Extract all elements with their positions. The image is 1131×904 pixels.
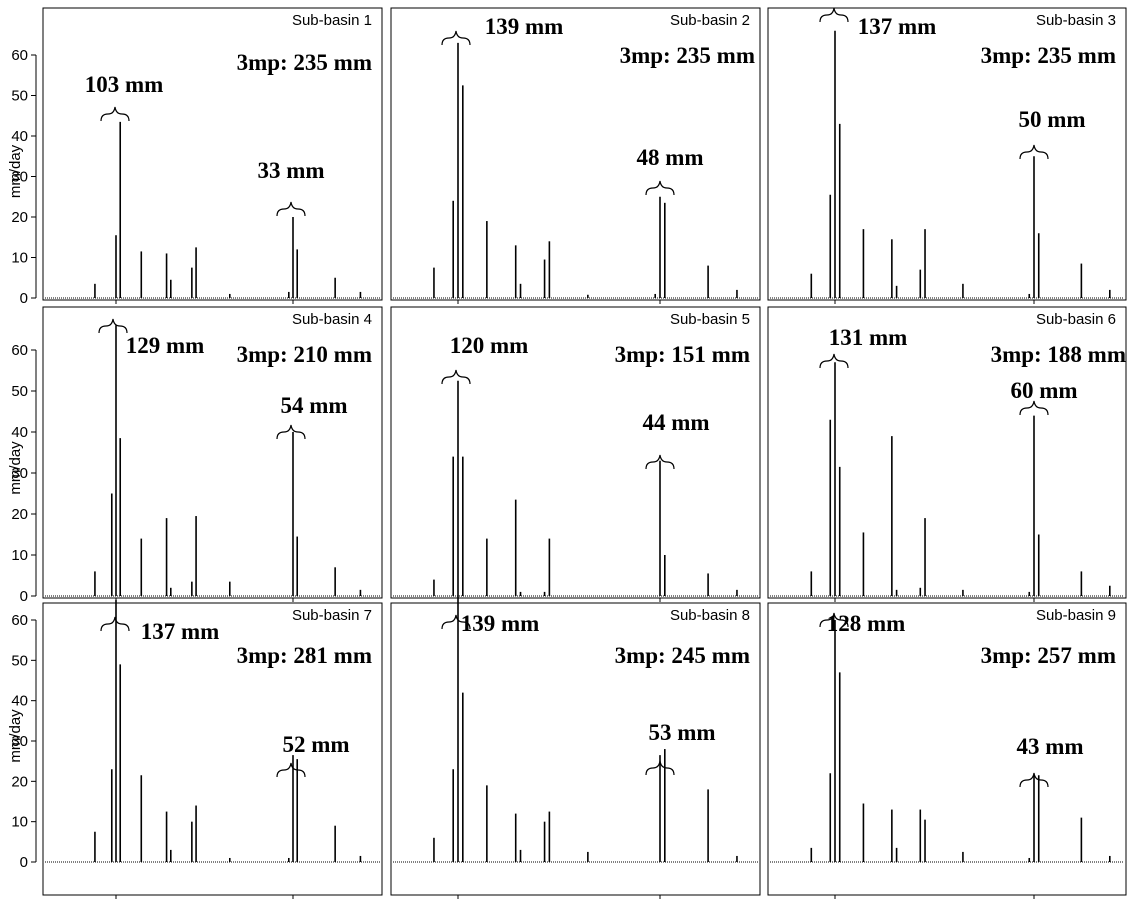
- event-brace-panel5-1: [645, 454, 675, 470]
- y-tick-label-row1-10: 10: [11, 250, 28, 267]
- y-axis-label-row3: mm/day: [7, 709, 24, 763]
- panel-total-label-3: 3mp: 235 mm: [981, 43, 1116, 68]
- y-axis-label-row1: mm/day: [7, 144, 24, 198]
- y-axis-label-row2: mm/day: [7, 441, 24, 495]
- event-brace-panel2-0: [441, 30, 471, 46]
- y-tick-label-row3-60: 60: [11, 612, 28, 629]
- y-tick-label-row1-0: 0: [20, 290, 28, 307]
- panel-frame-1: [42, 7, 383, 301]
- y-tick-label-row2-40: 40: [11, 424, 28, 441]
- event-brace-panel2-1: [645, 180, 675, 196]
- panel-title-6: Sub-basin 6: [1036, 311, 1116, 328]
- panel-total-label-1: 3mp: 235 mm: [237, 50, 372, 75]
- y-tick-label-row1-60: 60: [11, 47, 28, 64]
- panel-total-label-2: 3mp: 235 mm: [620, 43, 755, 68]
- panel-frame-3: [767, 7, 1127, 301]
- panel-total-label-7: 3mp: 281 mm: [237, 643, 372, 668]
- event-brace-panel9-1: [1019, 772, 1049, 788]
- y-tick-label-row1-40: 40: [11, 128, 28, 145]
- panel-title-7: Sub-basin 7: [292, 607, 372, 624]
- y-tick-label-row1-50: 50: [11, 88, 28, 105]
- y-tick-label-row3-10: 10: [11, 814, 28, 831]
- y-tick-label-row2-20: 20: [11, 506, 28, 523]
- panel-title-9: Sub-basin 9: [1036, 607, 1116, 624]
- panel-total-label-6: 3mp: 188 mm: [991, 342, 1126, 367]
- event-label-panel2-0: 139 mm: [485, 14, 564, 39]
- event-label-panel9-1: 43 mm: [1016, 734, 1083, 759]
- panel-title-4: Sub-basin 4: [292, 311, 372, 328]
- panel-frame-6: [767, 306, 1127, 599]
- event-label-panel4-0: 129 mm: [126, 333, 205, 358]
- event-brace-panel3-1: [1019, 144, 1049, 160]
- panel-total-label-8: 3mp: 245 mm: [615, 643, 750, 668]
- y-tick-label-row3-40: 40: [11, 693, 28, 710]
- panel-frame-7: [42, 602, 383, 896]
- panel-frame-4: [42, 306, 383, 599]
- panel-total-label-9: 3mp: 257 mm: [981, 643, 1116, 668]
- event-label-panel1-0: 103 mm: [85, 72, 164, 97]
- panel-title-5: Sub-basin 5: [670, 311, 750, 328]
- event-label-panel7-0: 137 mm: [141, 619, 220, 644]
- panel-title-2: Sub-basin 2: [670, 12, 750, 29]
- panel-title-8: Sub-basin 8: [670, 607, 750, 624]
- y-tick-label-row1-20: 20: [11, 209, 28, 226]
- event-label-panel5-1: 44 mm: [642, 410, 709, 435]
- event-label-panel3-1: 50 mm: [1018, 107, 1085, 132]
- event-brace-panel7-1: [276, 762, 306, 778]
- event-label-panel1-1: 33 mm: [257, 158, 324, 183]
- panel-total-label-5: 3mp: 151 mm: [615, 342, 750, 367]
- panel-title-3: Sub-basin 3: [1036, 12, 1116, 29]
- y-tick-label-row2-30: 30: [11, 465, 28, 482]
- y-tick-label-row3-50: 50: [11, 652, 28, 669]
- y-tick-label-row3-20: 20: [11, 773, 28, 790]
- panel-title-1: Sub-basin 1: [292, 12, 372, 29]
- event-brace-panel4-1: [276, 424, 306, 440]
- y-tick-label-row1-30: 30: [11, 169, 28, 186]
- event-brace-panel6-0: [819, 353, 849, 369]
- panel-frame-2: [390, 7, 761, 301]
- y-tick-label-row3-30: 30: [11, 733, 28, 750]
- event-brace-panel4-0: [98, 318, 128, 334]
- event-label-panel8-1: 53 mm: [648, 720, 715, 745]
- event-brace-panel9-0: [819, 612, 849, 628]
- panel-frame-8: [390, 602, 761, 896]
- event-label-panel6-1: 60 mm: [1010, 378, 1077, 403]
- event-brace-panel6-1: [1019, 400, 1049, 416]
- y-tick-label-row3-0: 0: [20, 854, 28, 871]
- event-label-panel8-0: 139 mm: [461, 611, 540, 636]
- event-brace-panel5-0: [441, 369, 471, 385]
- y-tick-label-row2-10: 10: [11, 547, 28, 564]
- event-label-panel4-1: 54 mm: [280, 393, 347, 418]
- event-brace-panel1-0: [100, 106, 130, 122]
- event-brace-panel8-1: [645, 760, 675, 776]
- event-label-panel7-1: 52 mm: [282, 732, 349, 757]
- y-tick-label-row2-50: 50: [11, 383, 28, 400]
- event-brace-panel1-1: [276, 201, 306, 217]
- event-label-panel5-0: 120 mm: [450, 333, 529, 358]
- event-brace-panel3-0: [819, 7, 849, 23]
- panel-frame-9: [767, 602, 1127, 896]
- y-tick-label-row2-60: 60: [11, 342, 28, 359]
- event-brace-panel7-0: [100, 616, 130, 632]
- event-brace-panel8-0: [441, 614, 471, 630]
- event-label-panel2-1: 48 mm: [636, 145, 703, 170]
- panel-total-label-4: 3mp: 210 mm: [237, 342, 372, 367]
- panel-frame-5: [390, 306, 761, 599]
- y-tick-label-row2-0: 0: [20, 588, 28, 605]
- event-label-panel6-0: 131 mm: [829, 325, 908, 350]
- event-label-panel3-0: 137 mm: [858, 14, 937, 39]
- event-label-panel9-0: 128 mm: [827, 611, 906, 636]
